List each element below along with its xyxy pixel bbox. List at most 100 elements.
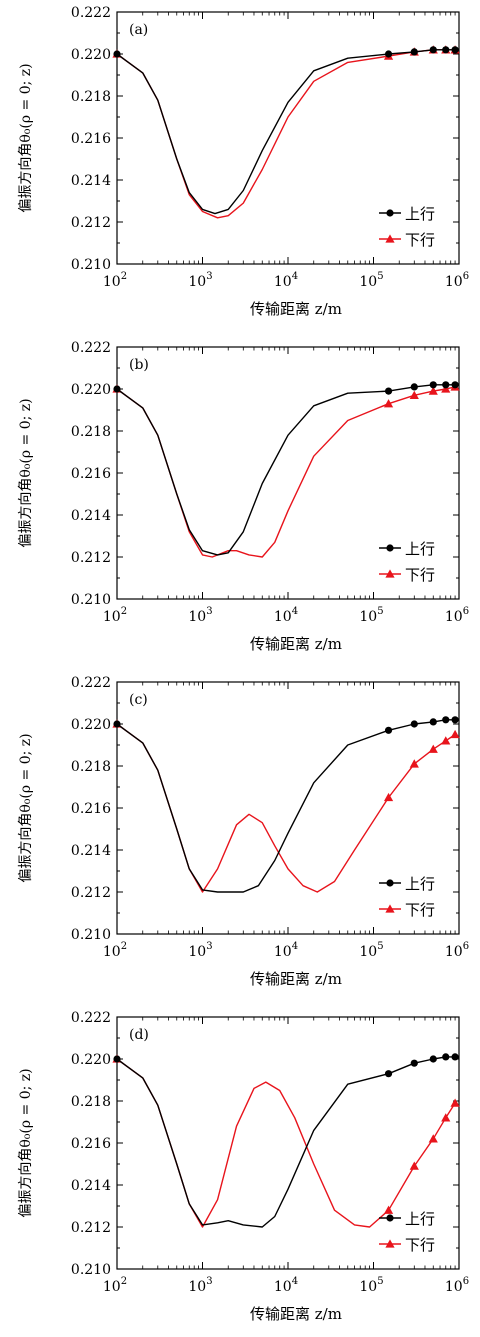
data-point-down bbox=[441, 384, 451, 393]
data-point-up bbox=[429, 718, 437, 726]
chart-panel-a: 0.210 0.212 0.214 0.216 0.218 0.220 0.222 102 10… bbox=[0, 0, 480, 330]
x-tick-label: 104 bbox=[274, 606, 298, 625]
y-axis-label: 偏振方向角θ₀(ρ = 0; z) bbox=[18, 63, 34, 212]
y-tick-label: 0.212 bbox=[71, 1220, 111, 1236]
data-point-down bbox=[383, 399, 394, 408]
data-point-up bbox=[451, 716, 459, 724]
y-tick-label: 0.218 bbox=[71, 89, 111, 105]
y-tick-label: 0.218 bbox=[71, 759, 111, 775]
data-point-up bbox=[451, 46, 459, 54]
y-tick-label: 0.210 bbox=[71, 1262, 111, 1278]
data-point-up bbox=[451, 1053, 459, 1061]
y-axis-label: 偏振方向角θ₀(ρ = 0; z) bbox=[18, 733, 34, 882]
x-tick-label: 106 bbox=[445, 1276, 469, 1295]
data-point-down bbox=[441, 1113, 451, 1122]
data-point-down bbox=[383, 792, 394, 802]
data-point-up bbox=[410, 720, 418, 728]
y-tick-label: 0.216 bbox=[71, 801, 111, 817]
y-tick-label: 0.222 bbox=[71, 5, 111, 21]
data-point-up bbox=[410, 383, 418, 391]
chart-panel-b: 0.210 0.212 0.214 0.216 0.218 0.220 0.222 102 10… bbox=[0, 335, 480, 665]
data-point-up bbox=[451, 381, 459, 389]
legend-marker-down bbox=[385, 1239, 395, 1248]
x-axis-label: 传输距离 z/m bbox=[250, 1305, 342, 1323]
data-point-down bbox=[409, 1161, 419, 1170]
x-tick-label: 104 bbox=[274, 271, 298, 290]
chart-svg: 0.210 0.212 0.214 0.216 0.218 0.220 0.222 102 10… bbox=[18, 340, 469, 653]
y-tick-label: 0.212 bbox=[71, 550, 111, 566]
legend-marker-up bbox=[386, 209, 394, 217]
data-point-up bbox=[113, 385, 121, 393]
series-line-down bbox=[116, 1058, 456, 1228]
data-point-down bbox=[428, 386, 438, 395]
y-tick-label: 0.210 bbox=[71, 257, 111, 273]
legend-marker-down bbox=[385, 904, 395, 913]
x-tick-label: 106 bbox=[445, 271, 469, 290]
legend-marker-up bbox=[386, 544, 394, 552]
data-point-up bbox=[442, 716, 450, 724]
y-tick-label: 0.218 bbox=[71, 1094, 111, 1110]
data-point-up bbox=[384, 726, 393, 734]
series-line-up bbox=[116, 49, 456, 215]
y-tick-label: 0.220 bbox=[71, 47, 111, 63]
data-point-up bbox=[384, 50, 393, 58]
panel-label: (c) bbox=[129, 692, 148, 708]
legend-label-up: 上行 bbox=[405, 875, 435, 893]
data-point-up bbox=[442, 46, 450, 54]
legend-label-down: 下行 bbox=[405, 1236, 435, 1254]
y-tick-label: 0.218 bbox=[71, 424, 111, 440]
chart-svg: 0.210 0.212 0.214 0.216 0.218 0.220 0.222 102 10… bbox=[18, 5, 469, 318]
data-point-down bbox=[450, 729, 460, 739]
x-tick-label: 103 bbox=[188, 606, 212, 625]
y-tick-label: 0.210 bbox=[71, 592, 111, 608]
y-tick-label: 0.214 bbox=[71, 1178, 111, 1194]
legend-marker-up bbox=[386, 1214, 394, 1222]
legend-marker-up bbox=[386, 879, 394, 887]
legend-marker-down bbox=[385, 569, 395, 578]
data-point-up bbox=[442, 1053, 450, 1061]
data-point-down bbox=[428, 744, 438, 753]
plot-frame bbox=[116, 346, 460, 600]
data-point-up bbox=[429, 46, 437, 54]
data-point-down bbox=[409, 759, 419, 768]
x-tick-label: 103 bbox=[188, 271, 212, 290]
x-tick-label: 105 bbox=[359, 271, 383, 290]
legend-marker-down bbox=[385, 234, 395, 243]
plot-frame bbox=[116, 1016, 460, 1270]
x-tick-label: 103 bbox=[188, 1276, 212, 1295]
data-point-up bbox=[429, 1055, 437, 1063]
data-point-up bbox=[429, 381, 437, 389]
data-point-up bbox=[113, 720, 121, 728]
data-point-up bbox=[384, 1070, 393, 1078]
series-line-up bbox=[116, 384, 456, 556]
series-line-down bbox=[116, 49, 456, 219]
data-point-up bbox=[442, 381, 450, 389]
data-point-down bbox=[450, 1098, 460, 1107]
plot-frame bbox=[116, 11, 460, 265]
x-tick-label: 102 bbox=[103, 271, 127, 290]
x-tick-label: 105 bbox=[359, 1276, 383, 1295]
chart-svg: 0.210 0.212 0.214 0.216 0.218 0.220 0.222 102 10… bbox=[18, 1010, 469, 1323]
panel-label: (a) bbox=[129, 22, 148, 38]
legend-label-up: 上行 bbox=[405, 205, 435, 223]
y-tick-label: 0.222 bbox=[71, 340, 111, 356]
x-tick-label: 102 bbox=[103, 606, 127, 625]
y-tick-label: 0.212 bbox=[71, 885, 111, 901]
y-tick-label: 0.212 bbox=[71, 215, 111, 231]
y-tick-label: 0.214 bbox=[71, 843, 111, 859]
data-point-down bbox=[441, 736, 451, 745]
y-tick-label: 0.214 bbox=[71, 173, 111, 189]
legend-label-down: 下行 bbox=[405, 566, 435, 584]
x-tick-label: 103 bbox=[188, 941, 212, 960]
x-axis-label: 传输距离 z/m bbox=[250, 970, 342, 988]
x-tick-label: 102 bbox=[103, 941, 127, 960]
legend-label-up: 上行 bbox=[405, 1210, 435, 1228]
data-point-up bbox=[113, 1055, 121, 1063]
panel-label: (d) bbox=[129, 1027, 149, 1043]
x-tick-label: 102 bbox=[103, 1276, 127, 1295]
x-tick-label: 106 bbox=[445, 941, 469, 960]
chart-panel-c: 0.210 0.212 0.214 0.216 0.218 0.220 0.222 102 10… bbox=[0, 670, 480, 1000]
x-tick-label: 106 bbox=[445, 606, 469, 625]
x-tick-label: 104 bbox=[274, 1276, 298, 1295]
data-point-up bbox=[410, 1059, 418, 1067]
